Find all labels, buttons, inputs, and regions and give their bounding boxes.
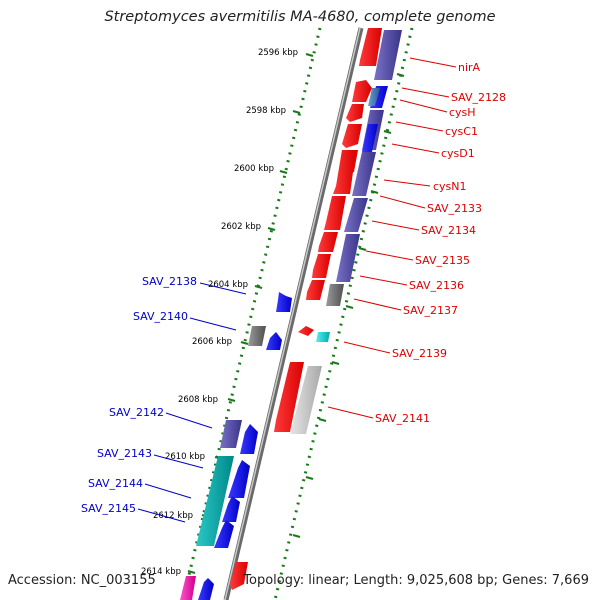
gene-label-SAV_2133: SAV_2133	[427, 202, 482, 215]
gene-label-SAV_2134: SAV_2134	[421, 224, 476, 237]
gene-SAV_2140-gray	[248, 326, 266, 346]
chromosome-backbone	[223, 27, 364, 600]
reverse-strand-genes	[230, 28, 382, 590]
gene-label-cysC1: cysC1	[445, 125, 478, 138]
gene-label-SAV_2145: SAV_2145	[81, 502, 136, 515]
right-guide-ticks	[292, 72, 405, 539]
gene-SAV_2142	[240, 424, 258, 454]
gene-block	[316, 332, 330, 342]
gene-label-SAV_2138: SAV_2138	[142, 275, 197, 288]
gene-cysN1	[333, 150, 356, 194]
gene-SAV_2141	[274, 362, 304, 432]
tick-label: 2606 kbp	[192, 337, 232, 347]
gene-label-SAV_2142: SAV_2142	[109, 406, 164, 419]
tick-label: 2600 kbp	[234, 164, 274, 174]
tick-label: 2614 kbp	[141, 567, 181, 577]
gene-SAV_2135	[318, 232, 338, 252]
gene-label-SAV_2128: SAV_2128	[451, 91, 506, 104]
gene-cysH	[346, 104, 364, 122]
gene-SAV_2140	[266, 332, 282, 350]
tick-label: 2604 kbp	[208, 280, 248, 290]
gene-bottom-magenta	[180, 576, 196, 600]
gene-block	[344, 198, 368, 232]
gene-SAV_2143	[228, 460, 250, 498]
gene-cysC1	[342, 124, 362, 148]
gene-SAV_2137	[306, 280, 325, 300]
forward-strand-genes	[180, 292, 292, 600]
gene-SAV_2142-purple	[220, 420, 242, 448]
gene-block	[374, 30, 402, 80]
tick-label: 2596 kbp	[258, 48, 298, 58]
outer-track-genes	[290, 30, 402, 434]
gene-nirA	[359, 28, 382, 66]
gene-label-SAV_2136: SAV_2136	[409, 279, 464, 292]
gene-label-cysD1: cysD1	[441, 147, 475, 160]
gene-label-SAV_2143: SAV_2143	[97, 447, 152, 460]
gene-label-SAV_2140: SAV_2140	[133, 310, 188, 323]
accession-text: Accession: NC_003155	[8, 573, 156, 588]
gene-label-SAV_2141: SAV_2141	[375, 412, 430, 425]
gene-block	[326, 284, 344, 306]
tick-label: 2612 kbp	[153, 511, 193, 521]
tick-label: 2610 kbp	[165, 452, 205, 462]
tick-label: 2598 kbp	[246, 106, 286, 116]
gene-label-SAV_2139: SAV_2139	[392, 347, 447, 360]
gene-SAV_2128	[352, 80, 372, 102]
gene-bottom-red	[230, 562, 248, 590]
gene-SAV_2144-teal	[196, 456, 234, 546]
right-leader-lines	[327, 57, 457, 419]
gene-label-SAV_2144: SAV_2144	[88, 477, 143, 490]
left-leader-lines	[137, 282, 247, 523]
tick-label: 2608 kbp	[178, 395, 218, 405]
tick-label: 2602 kbp	[221, 222, 261, 232]
map-title: Streptomyces avermitilis MA-4680, comple…	[104, 9, 496, 25]
gene-bottom-blue	[198, 578, 214, 600]
gene-block	[352, 152, 376, 196]
gene-SAV_2144	[222, 496, 240, 522]
gene-label-cysN1: cysN1	[433, 180, 467, 193]
gene-block	[336, 234, 360, 282]
gene-block	[290, 366, 322, 434]
gene-label-nirA: nirA	[458, 61, 481, 74]
gene-label-SAV_2137: SAV_2137	[403, 304, 458, 317]
gene-label-cysH: cysH	[449, 106, 476, 119]
gene-SAV_2145	[214, 520, 234, 548]
gene-SAV_2134	[324, 196, 346, 230]
gene-block	[368, 88, 380, 106]
genome-summary-text: Topology: linear; Length: 9,025,608 bp; …	[243, 573, 589, 588]
gene-block	[362, 124, 378, 152]
gene-SAV_2136	[312, 254, 331, 278]
gene-SAV_2139	[298, 326, 314, 336]
gene-SAV_2138	[276, 292, 292, 312]
gene-label-SAV_2135: SAV_2135	[415, 254, 470, 267]
